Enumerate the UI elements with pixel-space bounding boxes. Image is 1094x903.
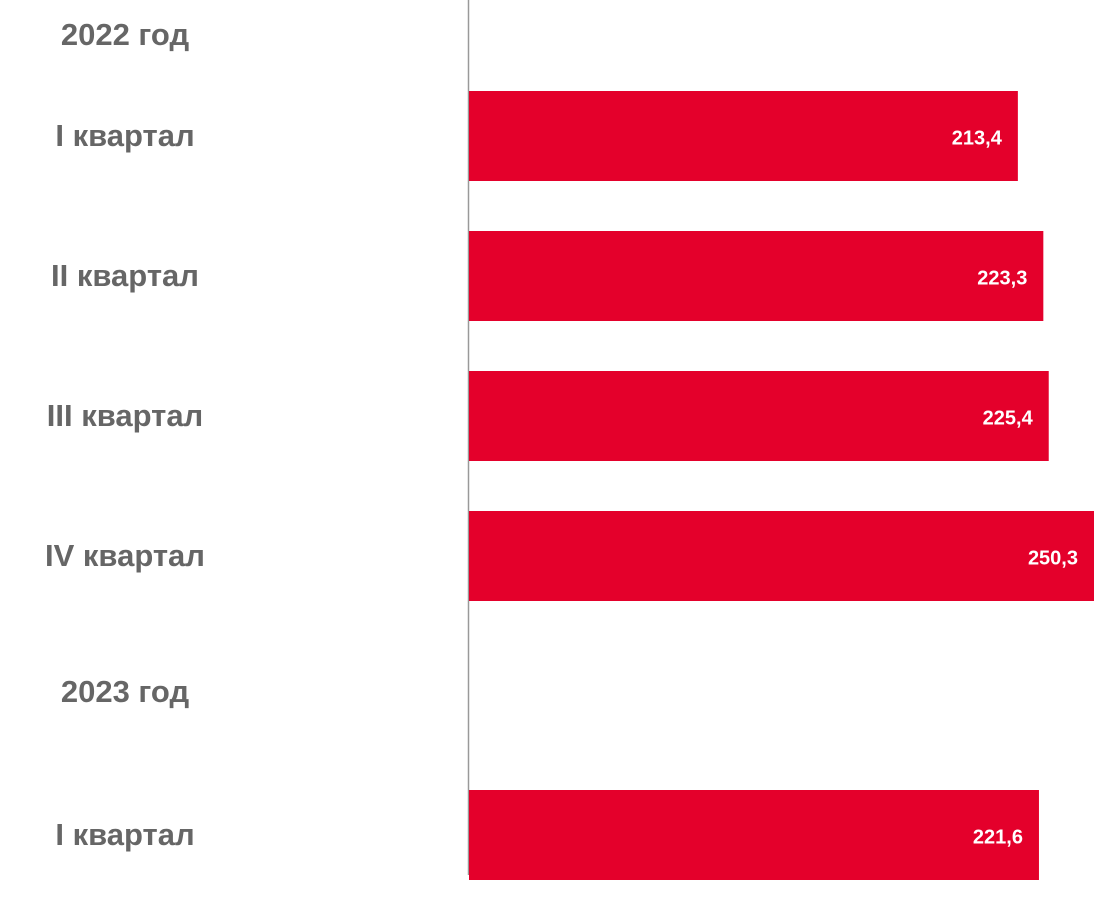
- category-label: I квартал: [55, 118, 194, 153]
- category-label: I квартал: [55, 817, 194, 852]
- bar: [469, 371, 1049, 461]
- category-label: IV квартал: [45, 538, 205, 573]
- category-label: 2023 год: [61, 674, 190, 709]
- data-label: 221,6: [973, 826, 1023, 848]
- data-label: 250,3: [1028, 547, 1078, 569]
- bar: [469, 91, 1018, 181]
- data-label: 223,3: [977, 267, 1027, 289]
- bar: [469, 790, 1039, 880]
- category-label: III квартал: [47, 398, 204, 433]
- data-label: 225,4: [983, 407, 1034, 429]
- category-label: 2022 год: [61, 17, 190, 52]
- category-label: II квартал: [51, 258, 199, 293]
- bar: [469, 231, 1044, 321]
- bar: [469, 511, 1094, 601]
- data-label: 213,4: [952, 127, 1003, 149]
